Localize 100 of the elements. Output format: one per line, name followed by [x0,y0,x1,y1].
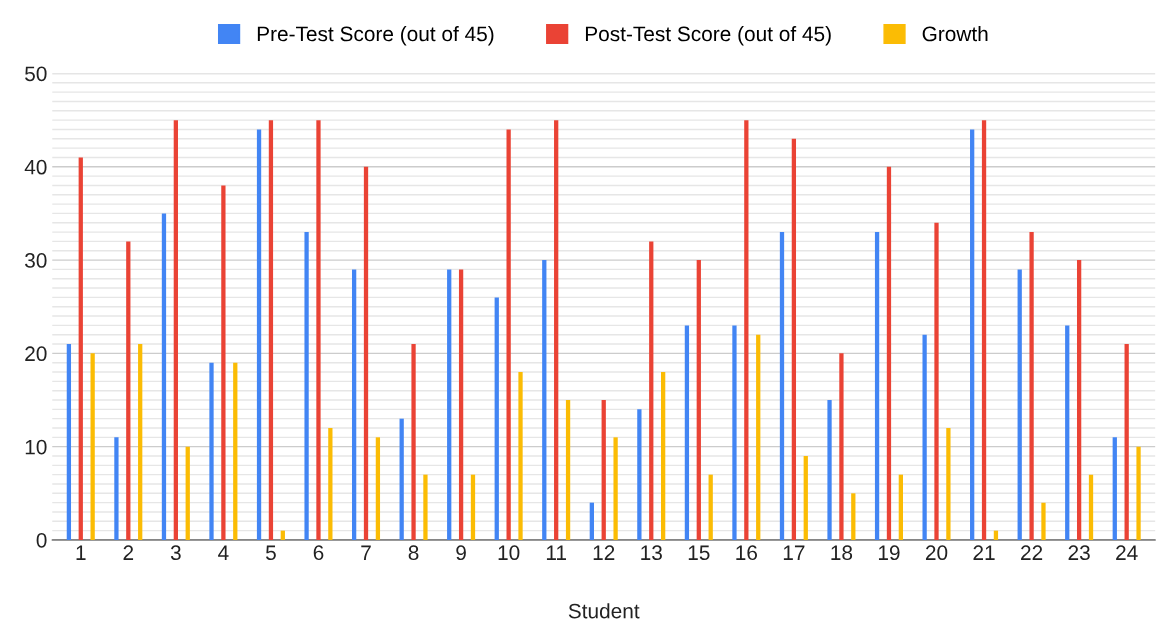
bar [494,297,499,540]
bar [470,474,476,540]
bar [565,400,571,540]
bar [363,166,369,540]
bar [886,166,892,540]
x-tick-label: 1 [76,545,86,560]
bar [554,120,559,540]
bar [114,437,119,540]
bar [506,129,511,540]
bar [304,232,309,540]
bar [1041,502,1046,540]
bar [839,353,844,540]
bar [126,241,131,540]
x-tick-label: 6 [313,545,324,561]
bar [399,418,404,540]
bar [661,372,666,540]
x-tick-label: 15 [688,545,710,561]
bar [732,325,737,540]
bar [518,372,523,540]
bar [1124,344,1129,540]
bar [1088,474,1094,540]
y-tick-label: 0 [36,532,47,548]
bar [922,334,927,540]
bar [1065,325,1070,540]
legend-label: Post-Test Score (out of 45) [585,25,831,46]
x-tick-label: 17 [783,545,805,560]
bar [1136,446,1141,540]
bar [898,474,903,540]
bar [1017,269,1022,540]
bar [827,400,832,540]
y-tick-label: 40 [24,159,47,175]
legend-label: Growth [922,25,988,42]
x-tick-label: 10 [498,545,520,561]
bar [803,455,808,540]
bar [256,129,262,540]
bar [649,241,654,540]
x-tick-label: 7 [361,545,371,560]
bar [375,437,381,540]
x-tick-label: 24 [1116,545,1138,560]
bar [90,353,95,540]
bar [316,120,321,540]
bar [138,344,143,540]
bar [268,120,274,540]
bar [351,269,357,540]
bar [209,362,214,540]
bar [851,493,856,540]
bar [946,428,951,540]
bar [423,474,428,540]
x-axis-title: Student [568,603,640,619]
x-tick-label: 11 [546,545,566,560]
legend-label: Pre-Test Score (out of 45) [257,25,494,46]
x-tick-label: 21 [973,545,995,560]
x-tick-label: 3 [170,545,181,561]
x-tick-label: 22 [1021,545,1043,560]
x-tick-label: 19 [878,545,900,561]
bar [447,269,452,540]
x-tick-label: 16 [736,545,758,561]
bar [78,157,83,540]
x-tick-label: 4 [218,545,229,560]
bar [708,474,713,540]
bar [779,232,785,540]
bar [411,344,416,540]
bar [637,409,642,540]
bar [542,260,547,540]
bar [280,530,285,540]
x-tick-label: 23 [1068,545,1090,561]
x-tick-label: 12 [593,545,615,560]
x-tick-label: 18 [831,545,853,561]
bar [993,530,999,540]
bar [1029,232,1034,540]
bar [589,502,594,540]
bar [221,185,226,540]
bar [161,213,167,540]
x-tick-label: 2 [123,545,134,560]
bar [233,362,238,540]
bar [756,334,761,540]
bar [791,138,797,540]
bar [173,120,178,540]
bar [1076,260,1082,540]
x-tick-label: 5 [265,545,276,561]
x-tick-label: 20 [925,545,948,561]
bar [601,400,606,540]
y-tick-label: 20 [25,346,47,362]
bar [874,232,880,540]
bar [970,129,975,540]
bar [696,260,701,540]
bar [66,344,72,540]
bar [744,120,749,540]
bar [328,428,333,540]
y-tick-label: 50 [25,66,47,82]
x-tick-label: 9 [456,545,466,561]
bar [185,446,190,540]
x-tick-label: 8 [408,545,419,561]
bar [1112,437,1117,540]
y-tick-label: 10 [25,439,47,455]
bar [981,120,987,540]
x-tick-label: 13 [641,545,662,561]
bar [684,325,690,540]
bar [934,222,939,540]
bar [458,269,464,540]
